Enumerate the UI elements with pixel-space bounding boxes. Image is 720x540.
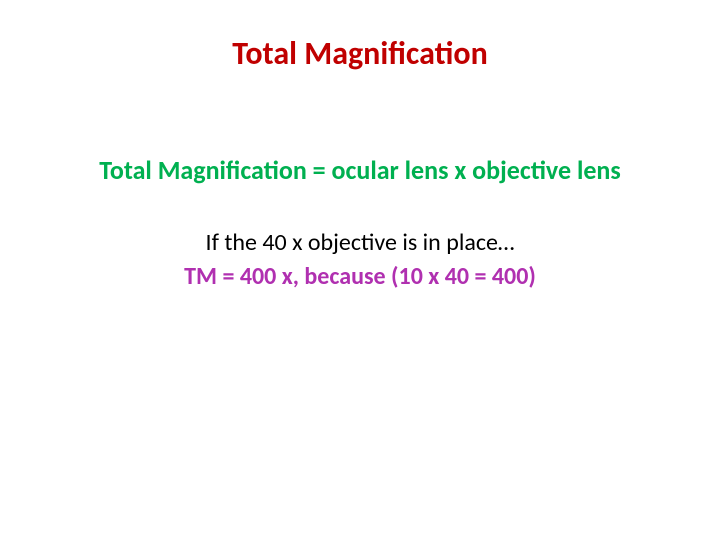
slide-title: Total Magnification [0, 34, 720, 73]
slide: Total Magnification Total Magnification … [0, 0, 720, 540]
formula-line: Total Magnification = ocular lens x obje… [0, 154, 720, 186]
result-line: TM = 400 x, because (10 x 40 = 400) [0, 262, 720, 291]
example-line: If the 40 x objective is in place… [0, 228, 720, 257]
